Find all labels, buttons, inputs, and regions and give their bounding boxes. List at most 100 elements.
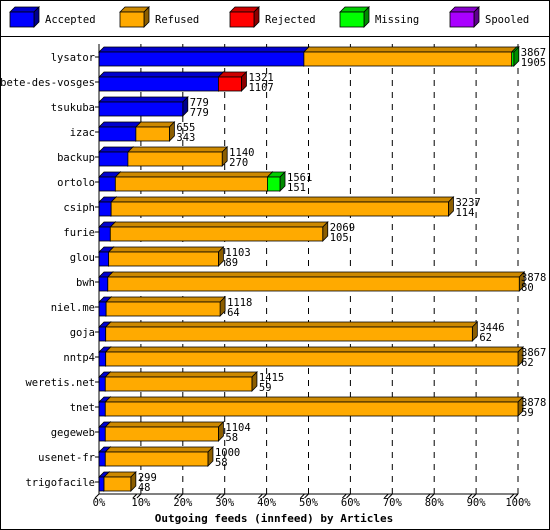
x-tick-label: 40% — [257, 497, 277, 509]
legend-swatch-refused — [119, 6, 150, 28]
bar-front-face — [98, 201, 112, 217]
bar-front-face — [98, 276, 109, 292]
data-label-accepted: 89 — [225, 257, 238, 269]
data-label-total: 1140 — [229, 147, 254, 159]
legend-label-missing: Missing — [375, 14, 419, 26]
data-label-total: 1415 — [259, 372, 284, 384]
bar-front-face — [303, 51, 513, 67]
y-tick-label: goja — [70, 327, 95, 339]
data-label-accepted: 58 — [225, 432, 238, 444]
bar-segment-refused — [104, 396, 524, 417]
x-tick-label: 50% — [299, 497, 319, 509]
y-tick-label: lysator — [51, 52, 95, 64]
bar-segment-refused — [110, 196, 455, 217]
bar-top-face — [302, 46, 518, 53]
bar-segment-accepted — [98, 71, 225, 92]
y-tick-label: gegeweb — [51, 427, 95, 439]
data-label-accepted: 62 — [521, 357, 534, 369]
y-tick-label: weretis.net — [25, 377, 95, 389]
x-tick-mark — [383, 493, 389, 499]
bar-front-face — [98, 401, 106, 417]
legend-swatch-rejected — [229, 6, 260, 28]
data-label-accepted: 80 — [521, 282, 534, 294]
bar-front-face — [105, 351, 519, 367]
bar-segment-refused — [105, 296, 227, 317]
bar-front-face — [267, 176, 281, 192]
y-tick-label: bete-des-vosges — [0, 77, 95, 89]
x-tick-label: 70% — [383, 497, 403, 509]
legend-swatch-spooled — [449, 6, 480, 28]
bar-front-face — [98, 426, 106, 442]
bar-segment-refused — [107, 246, 225, 267]
grid — [140, 44, 519, 494]
data-label-accepted: 779 — [190, 107, 209, 119]
bar-segment-missing — [266, 171, 286, 192]
bar-segment-refused — [104, 346, 524, 367]
bar-segment-refused — [126, 146, 229, 167]
bar-segment-refused — [103, 471, 137, 492]
y-tick-label: izac — [70, 127, 95, 139]
bar-segment-accepted — [98, 146, 134, 167]
x-tick-mark — [387, 493, 393, 499]
data-label-accepted: 64 — [227, 307, 240, 319]
x-tick-label: 10% — [131, 497, 151, 509]
bar-front-face — [105, 326, 473, 342]
bar-top-face — [104, 371, 258, 378]
bar-top-face — [109, 221, 329, 228]
bar-top-face — [98, 96, 189, 103]
y-tick-label: bwh — [76, 277, 95, 289]
legend-label-rejected: Rejected — [265, 14, 316, 26]
bar-top-face — [114, 171, 274, 178]
data-label-accepted: 114 — [455, 207, 474, 219]
x-tick-mark — [467, 493, 473, 499]
y-tick-label: usenet-fr — [38, 452, 95, 464]
bar-front-face — [98, 476, 105, 492]
y-tick-label: backup — [57, 152, 95, 164]
bar-front-face — [98, 251, 110, 267]
bar-front-face — [98, 376, 106, 392]
bar-segment-refused — [114, 171, 274, 192]
bar-segment-missing — [510, 46, 520, 67]
data-label-total: 1104 — [225, 422, 250, 434]
bar-top-face — [104, 396, 524, 403]
bar-front-face — [98, 301, 107, 317]
y-tick-label: ortolo — [57, 177, 95, 189]
bar-front-face — [98, 101, 184, 117]
bar-top-face — [126, 146, 229, 153]
y-tick-label: csiph — [63, 202, 95, 214]
bar-top-face — [98, 46, 310, 53]
x-tick-mark — [174, 493, 180, 499]
bar-front-face — [98, 226, 111, 242]
bar-top-face — [98, 146, 134, 153]
x-tick-mark — [304, 493, 309, 499]
bar-segment-refused — [106, 271, 526, 292]
bar-top-face — [105, 296, 227, 303]
bar-segment-refused — [109, 221, 329, 242]
legend-swatch-missing — [339, 6, 370, 28]
bar-front-face — [110, 201, 449, 217]
bar-top-face — [104, 346, 524, 353]
bar-top-face — [104, 421, 225, 428]
bar-segment-refused — [104, 371, 258, 392]
bar-front-face — [114, 176, 268, 192]
y-tick-label: trigofacile — [25, 477, 95, 489]
y-tick-label: tnet — [70, 402, 95, 414]
x-tick-label: 80% — [425, 497, 445, 509]
bar-front-face — [98, 351, 107, 367]
legend-label-refused: Refused — [155, 14, 199, 26]
bar-segment-accepted — [98, 121, 142, 142]
bar-front-face — [127, 151, 223, 167]
data-label-accepted: 59 — [259, 382, 272, 394]
data-label-total: 1561 — [287, 172, 312, 184]
data-label-total: 1118 — [227, 297, 252, 309]
bar-front-face — [98, 326, 107, 342]
bar-top-face — [107, 246, 225, 253]
